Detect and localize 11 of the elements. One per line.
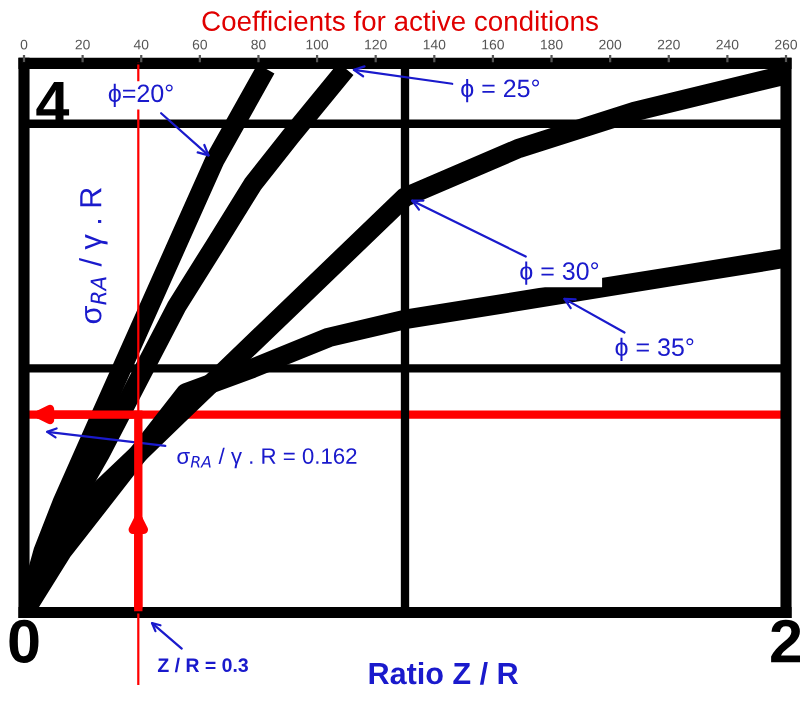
ref-line-label: Z / R = 0.3 <box>157 657 248 673</box>
annotation: ϕ = 25° <box>461 78 540 103</box>
chart-title: Coefficients for active conditions <box>202 10 598 31</box>
annotation: ϕ=20° <box>108 83 173 108</box>
x-tick-label: 2 <box>771 619 800 663</box>
x-axis-title: Ratio Z / R <box>369 661 519 685</box>
y-axis-title: σ$_{RA}$ / γ . R <box>79 188 108 324</box>
annotation: 4 <box>36 82 70 125</box>
annotation: σ$_{RA}$ / γ . R = 0.162 <box>177 447 357 469</box>
annotation: ϕ = 30° <box>520 261 599 285</box>
annotation: ϕ = 35° <box>615 337 694 361</box>
